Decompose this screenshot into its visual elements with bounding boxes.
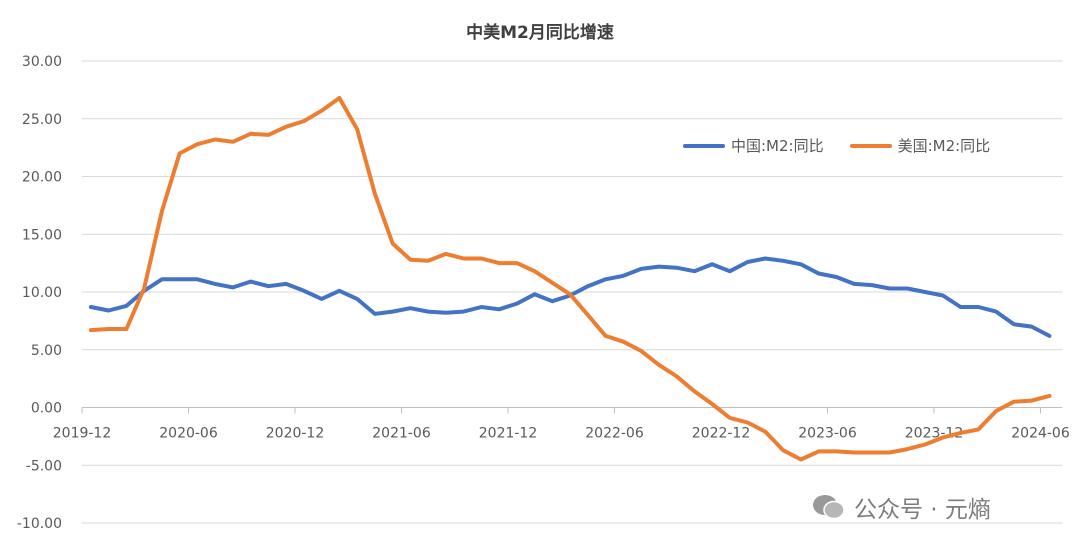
legend: 中国:M2:同比 美国:M2:同比 [683,135,990,156]
x-tick-label: 2019-12 [53,426,112,442]
y-tick-label: 0.00 [31,401,62,417]
x-tick-label: 2024-06 [1011,426,1070,442]
chart-title: 中美M2月同比增速 [466,23,614,43]
y-tick-label: 30.00 [22,54,62,70]
x-tick-label: 2021-12 [479,426,538,442]
x-tick-label: 2021-06 [372,426,431,442]
x-tick-label: 2020-06 [159,426,218,442]
y-tick-label: -5.00 [26,458,62,474]
y-tick-label: 5.00 [31,343,62,359]
legend-label-us: 美国:M2:同比 [897,137,991,155]
x-tick-label: 2022-06 [585,426,644,442]
watermark-text: 公众号 · 元熵 [854,497,991,523]
y-tick-label: 20.00 [22,170,62,186]
y-tick-label: -10.00 [17,516,62,532]
legend-swatch-china [683,143,725,148]
y-tick-label: 10.00 [22,285,62,301]
x-tick-label: 2023-06 [798,426,857,442]
legend-swatch-us [849,143,892,148]
y-tick-label: 15.00 [22,227,62,243]
watermark: 公众号 · 元熵 [812,490,991,524]
legend-label-china: 中国:M2:同比 [731,137,824,155]
legend-item-china: 中国:M2:同比 [683,135,824,156]
wechat-icon [813,495,845,520]
legend-item-us: 美国:M2:同比 [849,135,991,156]
x-tick-label: 2022-12 [692,426,751,442]
x-tick-label: 2020-12 [266,426,325,442]
y-tick-label: 25.00 [22,112,62,128]
